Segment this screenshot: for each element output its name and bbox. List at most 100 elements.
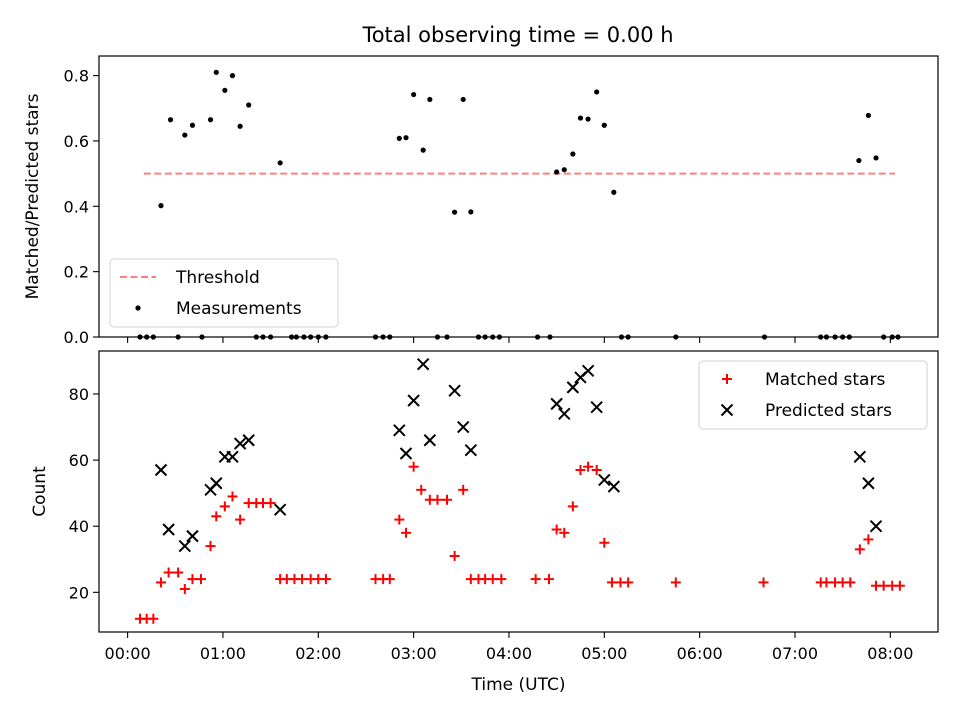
predicted-star-marker	[448, 384, 461, 397]
predicted-star-marker	[550, 397, 563, 411]
x-tick-label: 00:00	[105, 644, 151, 663]
predicted-star-marker-b	[853, 450, 867, 463]
matched-star-marker	[394, 514, 405, 525]
axes-frame	[98, 55, 939, 338]
predicted-star-marker	[210, 477, 223, 490]
measurement-point	[189, 122, 196, 128]
predicted-star-marker-b	[399, 447, 413, 460]
measurement-point	[427, 96, 433, 103]
matched-star-marker	[205, 541, 216, 552]
matched-star-marker	[530, 574, 541, 585]
x-tick-label: 05:00	[581, 644, 627, 663]
matched-star-marker	[575, 465, 586, 476]
matched-star-marker	[163, 567, 174, 578]
y-tick-label: 0.6	[64, 132, 89, 151]
x-tick-label: 03:00	[391, 644, 437, 663]
predicted-star-marker	[407, 394, 420, 407]
legend-label: Threshold	[175, 268, 260, 288]
measurement-point	[237, 123, 243, 129]
x-axis-label: Time (UTC)	[471, 675, 566, 695]
legend: Threshold Measurements	[109, 258, 339, 328]
measurement-point	[611, 189, 617, 195]
predicted-star-marker-b	[178, 539, 192, 553]
predicted-star-marker	[862, 477, 875, 490]
measurement-point	[403, 135, 409, 141]
measurement-point	[873, 155, 879, 161]
y-tick-label: 20	[69, 583, 89, 602]
matched-star-marker	[591, 465, 602, 476]
predicted-star-marker	[598, 473, 611, 487]
matched-star-marker	[583, 461, 594, 472]
count-panel: 20 40 60 80 00:00 01:00 02:00 03:00 04:00 05:00 06…	[30, 350, 939, 695]
predicted-star-marker-b	[273, 503, 287, 516]
y-axis-label: Matched/Predicted stars	[23, 93, 43, 299]
predicted-star-marker-b	[226, 450, 239, 463]
measurement-point	[468, 209, 474, 215]
predicted-star-marker-b	[186, 529, 199, 543]
matched-star-marker	[544, 574, 555, 585]
matched-star-marker	[173, 567, 184, 578]
measurement-point	[213, 69, 219, 75]
predicted-star-marker	[558, 407, 571, 421]
y-tick-label: 0.4	[64, 197, 89, 216]
y-tick-label: 80	[69, 385, 89, 404]
measurement-point	[460, 96, 466, 103]
predicted-star-marker-b	[869, 520, 883, 533]
predicted-star-marker	[226, 450, 239, 463]
matched-star-marker	[265, 498, 276, 509]
measurement-point	[277, 160, 283, 166]
x-tick-label: 02:00	[295, 644, 341, 663]
measurement-point	[577, 115, 584, 121]
matched-star-marker	[878, 580, 889, 591]
measurement-point	[229, 73, 236, 79]
matched-star-marker	[863, 534, 874, 545]
predicted-star-marker-b	[393, 424, 406, 437]
y-tick-label: 0.0	[64, 328, 89, 347]
ratio-panel: 0.0 0.2 0.4 0.6 0.8 Matched/Predicted stars Th…	[23, 55, 939, 347]
measurement-point	[601, 122, 607, 128]
matched-star-marker	[227, 491, 238, 502]
predicted-star-marker	[566, 381, 580, 394]
matched-star-marker	[441, 494, 452, 505]
predicted-star-marker-b	[558, 407, 571, 421]
matched-star-marker	[567, 501, 578, 512]
matched-star-marker	[211, 511, 222, 522]
matched-star-marker	[320, 574, 331, 585]
measurement-point	[222, 87, 228, 93]
measurement-point	[182, 132, 188, 138]
y-tick-label: 0.2	[64, 263, 89, 282]
matched-star-marker	[155, 577, 166, 588]
predicted-star-marker-b	[607, 480, 621, 493]
matched-star-marker	[606, 577, 617, 588]
predicted-star-marker	[154, 463, 168, 477]
matched-star-marker	[179, 584, 190, 595]
measurement-point	[420, 147, 426, 153]
matched-star-marker	[408, 461, 419, 472]
predicted-star-marker-b	[416, 358, 430, 371]
predicted-star-marker	[178, 539, 192, 553]
axes-frame	[98, 350, 939, 633]
predicted-star-marker	[853, 450, 867, 463]
matched-star-marker	[599, 537, 610, 548]
predicted-star-marker	[162, 523, 175, 536]
legend: Matched stars Predicted stars	[698, 360, 928, 430]
predicted-star-marker	[869, 520, 883, 533]
predicted-star-marker-b	[233, 437, 247, 450]
measurement-point	[167, 117, 174, 123]
measurement-point	[856, 157, 862, 164]
predicted-star-marker-b	[423, 434, 437, 447]
y-axis-label: Count	[30, 466, 50, 517]
predicted-star-marker	[590, 400, 603, 414]
legend-predicted-swatch-b	[720, 403, 734, 417]
matched-star-marker	[432, 494, 443, 505]
matched-star-marker	[845, 577, 856, 588]
matched-star-marker	[854, 544, 865, 555]
matched-star-marker	[821, 577, 832, 588]
measurement-point	[452, 209, 458, 215]
matched-star-marker	[219, 501, 230, 512]
matched-star-marker	[148, 613, 159, 624]
y-tick-label: 40	[69, 517, 89, 536]
predicted-star-marker-b	[598, 473, 611, 487]
measurement-point	[396, 135, 402, 141]
